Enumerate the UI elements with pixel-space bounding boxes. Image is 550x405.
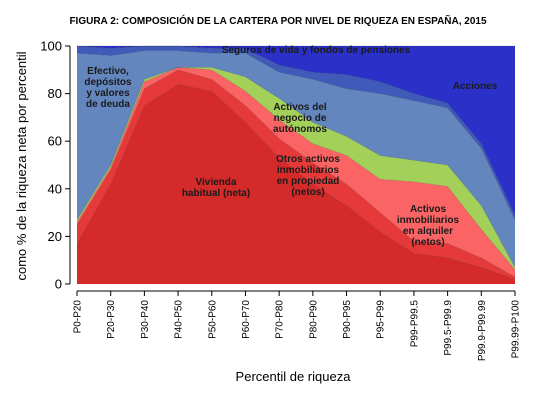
area-boundary-0 — [76, 83, 516, 280]
x-tick-label: P70-P80 — [275, 300, 286, 339]
area-series-4 — [77, 50, 515, 268]
x-tick-label: P20-P30 — [106, 300, 117, 339]
area-label-line: (netos) — [411, 237, 444, 248]
x-tick-label: P60-P70 — [241, 300, 252, 339]
area-label-line: negocio de — [274, 113, 327, 124]
area-label-5: Seguros de vida y fondos de pensiones — [222, 45, 411, 56]
area-label-line: Otros activos — [276, 154, 340, 165]
area-label-line: inmobiliarios — [397, 215, 460, 226]
y-tick-label: 40 — [48, 181, 62, 196]
area-label-3: Activos del negocio de autónomos — [273, 102, 327, 135]
x-tick-label: P99.5-P99.9 — [443, 300, 454, 356]
area-label-line: autónomos — [273, 124, 327, 135]
x-tick-label: P0-P20 — [73, 300, 84, 334]
area-boundary-1 — [76, 69, 516, 278]
area-series-3 — [77, 67, 515, 270]
area-boundary-5 — [76, 45, 516, 216]
y-tick-label: 100 — [40, 39, 62, 54]
area-series-2 — [77, 67, 515, 277]
area-label-line: y valores — [86, 88, 130, 99]
x-tick-label: P50-P60 — [207, 300, 218, 339]
area-series-0 — [77, 84, 515, 284]
y-tick-label: 20 — [48, 229, 62, 244]
area-label-line: inmobiliarios — [277, 165, 340, 176]
area-label-2: Activos inmobiliarios en alquiler (netos) — [397, 204, 460, 248]
area-label-line: en propiedad — [277, 176, 340, 187]
x-tick-label: P99.99-P100 — [511, 300, 522, 359]
x-tick-label: P30-P40 — [140, 300, 151, 339]
area-label-line: Activos — [410, 204, 447, 215]
area-label-line: Acciones — [453, 81, 498, 92]
y-tick-label: 60 — [48, 134, 62, 149]
y-tick-label: 0 — [55, 277, 62, 292]
area-boundary-4 — [76, 50, 516, 220]
axes-group: 0 20 40 60 80 100 P0-P20 P20-P30 P30-P40 P40-P50 P… — [40, 39, 521, 362]
area-label-line: Vivienda — [196, 177, 237, 188]
area-label-line: de deuda — [86, 99, 130, 110]
area-label-line: depósitos — [84, 77, 132, 88]
x-tick-label: P99.9-P99.99 — [477, 300, 488, 362]
y-tick-label: 80 — [48, 86, 62, 101]
area-label-line: en alquiler — [403, 226, 453, 237]
area-label-line: Activos del — [273, 102, 327, 113]
x-axis-title: Percentil de riqueza — [236, 369, 352, 384]
area-series-1 — [77, 69, 515, 280]
area-series-group — [76, 45, 516, 284]
area-label-4: Efectivo, depósitos y valores de deuda — [84, 66, 132, 110]
x-tick-label: P90-P95 — [342, 300, 353, 339]
area-label-line: (netos) — [291, 187, 324, 198]
area-label-0: Vivienda habitual (neta) — [182, 177, 250, 199]
area-label-line: Seguros de vida y fondos de pensiones — [222, 45, 411, 56]
area-label-1: Otros activos inmobiliarios en propiedad (n… — [276, 154, 340, 198]
area-boundary-3 — [76, 67, 516, 268]
area-boundary-2 — [76, 67, 516, 270]
area-labels-group: Vivienda habitual (neta)Otros activos inmo… — [84, 45, 497, 248]
area-series-6 — [77, 46, 515, 215]
x-tick-label: P40-P50 — [174, 300, 185, 339]
x-tick-label: P99-P99.5 — [409, 300, 420, 348]
x-tick-label: P95-P99 — [376, 300, 387, 339]
x-tick-label: P80-P90 — [308, 300, 319, 339]
area-label-line: habitual (neta) — [182, 188, 250, 199]
y-axis-title: como % de la riqueza neta por percentil — [14, 51, 29, 280]
area-label-6: Acciones — [453, 81, 498, 92]
chart-title: FIGURA 2: COMPOSICIÓN DE LA CARTERA POR … — [69, 14, 487, 27]
area-label-line: Efectivo, — [87, 66, 129, 77]
